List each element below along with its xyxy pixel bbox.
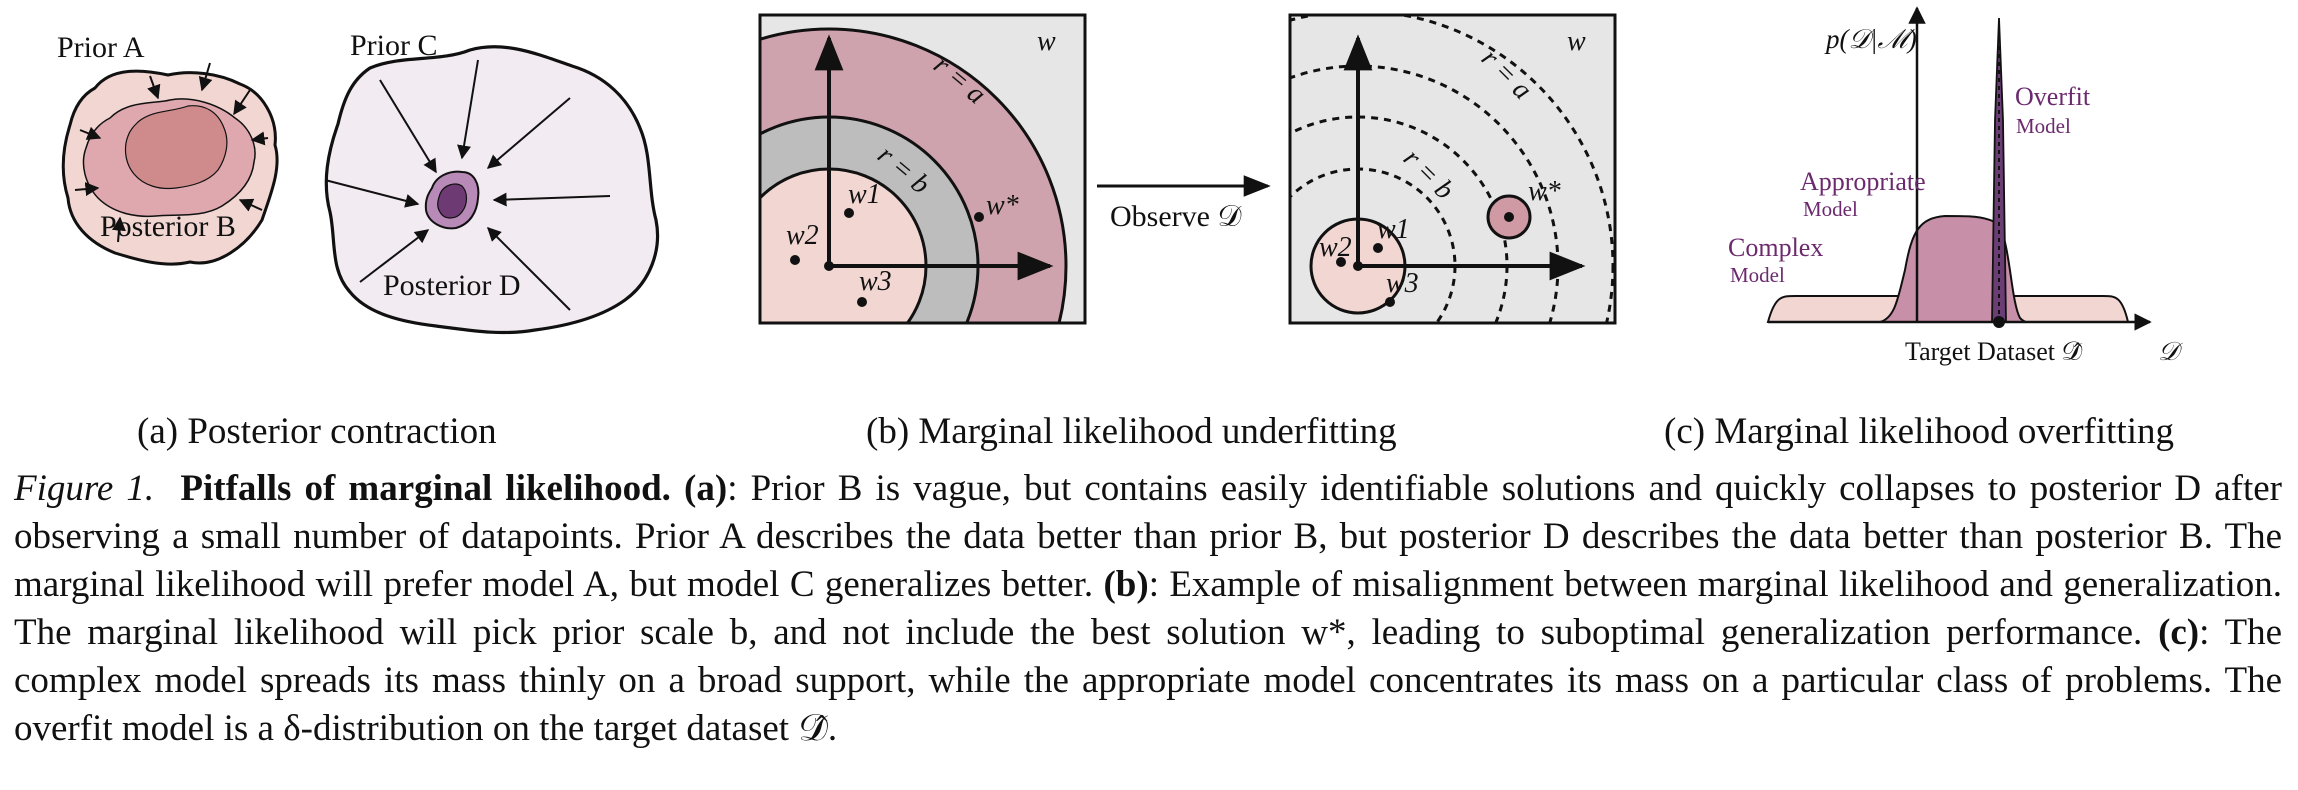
contraction-arrows-a <box>74 62 269 243</box>
wstar-label: w* <box>986 190 1019 221</box>
panel-c: p(𝒟|ℳ) Overfit Model Appropriate Model C… <box>1728 6 2183 366</box>
caption-c-tag: (c) <box>2158 612 2200 653</box>
appropriate-label: Appropriate <box>1800 167 1926 196</box>
posterior-d-label: Posterior D <box>383 269 521 302</box>
target-dataset-label: Target Dataset 𝒟̂ <box>1905 337 2083 366</box>
appropriate-model-label: Model <box>1803 197 1858 221</box>
w3-label-2: w3 <box>1386 268 1419 299</box>
wstar-label-2: w* <box>1528 176 1561 207</box>
panel-b-before: w1 w2 w3 w* w r = a r = b <box>758 13 1087 325</box>
w2-label: w2 <box>786 220 819 251</box>
caption-b-text: : Example of misalignment between margin… <box>14 564 2283 653</box>
panel-b-after: w1 w2 w3 w* w r = a r = b <box>1288 13 1617 325</box>
w2-label-2: w2 <box>1319 232 1352 263</box>
target-dataset-point <box>1993 316 2005 328</box>
panel-a: Prior A Posterior B Prior C Posterior D <box>57 29 660 335</box>
w1-label: w1 <box>848 179 881 210</box>
caption-b-tag: (b) <box>1103 564 1149 605</box>
w-label: w <box>1037 26 1056 57</box>
subcaption-c: (c) Marginal likelihood overfitting <box>1664 411 2174 452</box>
figure-caption: Figure 1. Pitfalls of marginal likelihoo… <box>14 465 2282 753</box>
w1-label-2: w1 <box>1377 214 1410 245</box>
subcaption-a: (a) Posterior contraction <box>137 411 497 452</box>
figure-label: Figure 1. <box>14 468 155 509</box>
overfit-model-label: Model <box>2016 114 2071 138</box>
prior-c-label: Prior C <box>350 29 438 62</box>
panel-c-xlabel: 𝒟 <box>2158 337 2183 366</box>
observe-arrow: Observe 𝒟 <box>1097 175 1271 233</box>
w2-point <box>790 255 800 265</box>
prior-a-label: Prior A <box>57 31 145 64</box>
w1-point <box>844 208 854 218</box>
figure-panels: Prior A Posterior B Prior C Posterior D <box>57 6 2183 366</box>
posterior-d-core <box>437 183 468 219</box>
posterior-b-label: Posterior B <box>100 210 236 243</box>
w3-point <box>857 297 867 307</box>
complex-model-label: Model <box>1730 263 1785 287</box>
w3-label: w3 <box>859 266 892 297</box>
subcaption-b: (b) Marginal likelihood underfitting <box>866 411 1397 452</box>
caption-a-text: : Prior B is vague, but contains easily … <box>14 468 2282 605</box>
panel-b-frame-2 <box>1288 13 1617 325</box>
prior-c-blob <box>324 45 660 335</box>
panel-c-ylabel: p(𝒟|ℳ) <box>1824 24 1917 54</box>
w-label-2: w <box>1567 26 1586 57</box>
contraction-arrows-c <box>324 59 611 311</box>
wstar-point <box>974 212 984 222</box>
inner-blob <box>124 105 228 190</box>
caption-c-text: : The complex model spreads its mass thi… <box>14 612 2283 749</box>
caption-a-tag: (a) <box>684 468 728 509</box>
observe-label: Observe 𝒟 <box>1110 200 1241 233</box>
overfit-label: Overfit <box>2015 82 2091 111</box>
panel-b-frame-1 <box>758 13 1087 325</box>
caption-title: Pitfalls of marginal likelihood. <box>180 468 671 509</box>
complex-label: Complex <box>1728 233 1823 262</box>
